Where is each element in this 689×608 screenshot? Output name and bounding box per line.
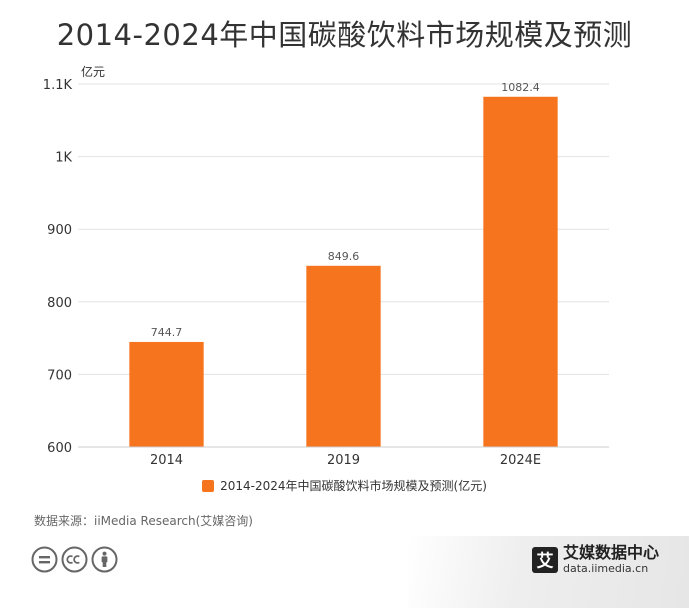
- svg-text:艾: 艾: [537, 550, 554, 571]
- license-icons: [31, 546, 118, 573]
- legend-label: 2014-2024年中国碳酸饮料市场规模及预测(亿元): [220, 479, 487, 493]
- bar-2014: [129, 341, 204, 447]
- source-note: 数据来源：iiMedia Research(艾媒咨询): [34, 514, 253, 528]
- brand-logo: 艾 艾媒数据中心 data.iimedia.cn: [532, 544, 659, 575]
- x-tick-label: 2024E: [500, 453, 541, 468]
- x-tick-label: 2019: [327, 453, 360, 468]
- x-axis-ticks: 2014 2019 2024E: [150, 453, 541, 468]
- data-label: 849.6: [328, 250, 360, 263]
- bar-2019: [306, 265, 381, 447]
- y-axis-ticks: 600 700 800 900 1K 1.1K: [43, 78, 73, 456]
- brand-url: data.iimedia.cn: [563, 562, 649, 575]
- y-axis-unit-label: 亿元: [81, 64, 105, 79]
- cc-icon: [61, 546, 88, 573]
- bars: [129, 96, 558, 448]
- brand-name: 艾媒数据中心: [563, 543, 660, 562]
- iimedia-logo-icon: 艾: [532, 546, 558, 573]
- cc-equals-icon: [31, 546, 58, 573]
- legend-swatch: [202, 479, 215, 492]
- bar-2024E: [483, 96, 558, 448]
- y-tick-label: 1K: [55, 151, 72, 166]
- legend: 2014-2024年中国碳酸饮料市场规模及预测(亿元): [0, 477, 689, 494]
- y-tick-label: 900: [47, 223, 72, 238]
- data-label: 1082.4: [501, 81, 540, 94]
- bar-chart: 600 700 800 900 1K 1.1K 744.7 849.6 1082.4 2014…: [43, 64, 609, 468]
- chart-title: 2014-2024年中国碳酸饮料市场规模及预测: [56, 18, 633, 52]
- x-tick-label: 2014: [150, 453, 183, 468]
- y-tick-label: 600: [47, 441, 72, 456]
- cc-by-icon: [91, 546, 118, 573]
- y-tick-label: 800: [47, 296, 72, 311]
- data-label: 744.7: [151, 326, 183, 339]
- y-tick-label: 700: [47, 368, 72, 383]
- data-labels: 744.7 849.6 1082.4: [151, 81, 540, 339]
- y-tick-label: 1.1K: [43, 78, 73, 93]
